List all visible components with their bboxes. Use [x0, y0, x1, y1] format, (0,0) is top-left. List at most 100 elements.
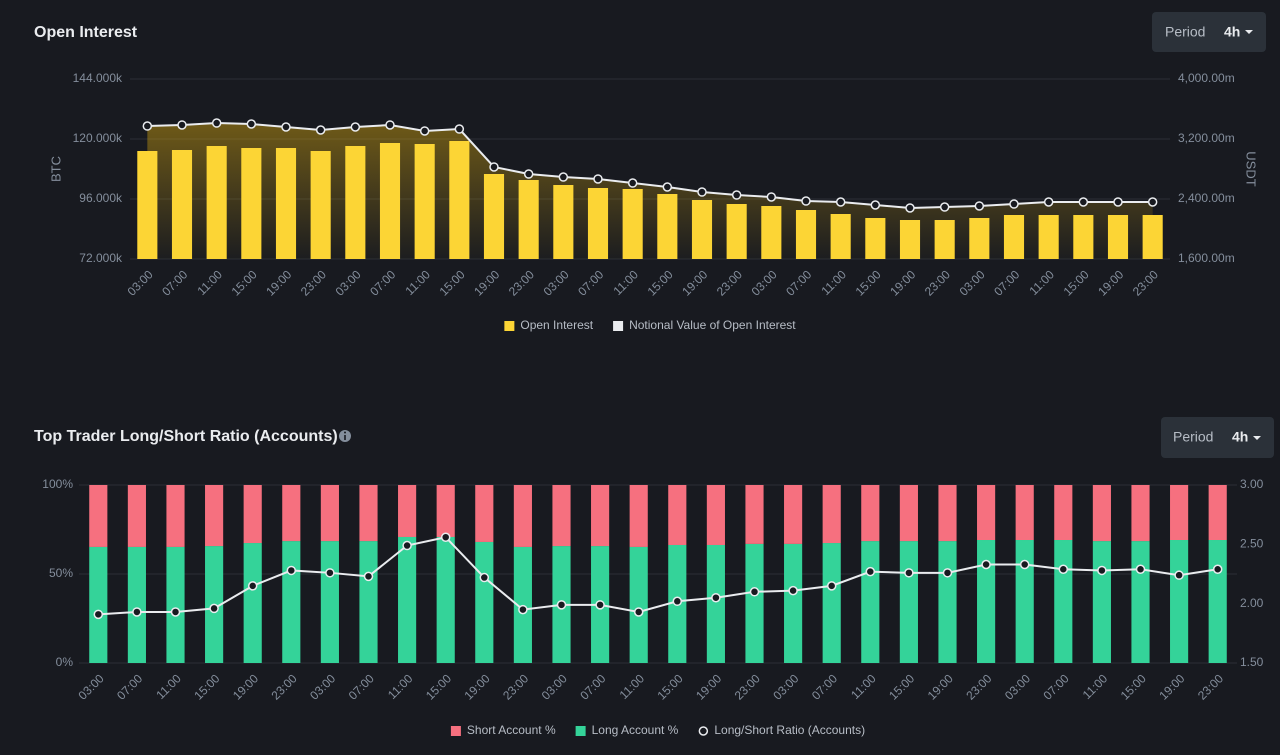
bar	[691, 200, 713, 259]
line-point	[627, 178, 638, 188]
legend-marker	[613, 321, 624, 331]
bar	[938, 541, 957, 663]
bar	[282, 541, 301, 663]
legend-marker	[698, 726, 709, 736]
bar	[359, 541, 378, 663]
x-tick-label: 03:00	[541, 267, 572, 298]
y2-tick-label: 3,200.00m	[1178, 131, 1235, 145]
legend-marker	[504, 321, 515, 331]
bar	[726, 204, 747, 259]
y2-axis-label: USDT	[1244, 151, 1259, 186]
period-value[interactable]: 4h	[1232, 429, 1248, 445]
bar	[822, 543, 841, 663]
y-tick-label: 120.000k	[73, 131, 123, 145]
line-point	[170, 607, 181, 617]
bar	[822, 485, 841, 544]
bar	[127, 485, 146, 547]
line-point	[1058, 564, 1069, 575]
x-tick-label: 03:00	[333, 267, 364, 298]
bar	[629, 485, 648, 547]
x-tick-label: 11:00	[195, 267, 226, 298]
dropdown-caret	[1253, 436, 1261, 440]
line-point	[350, 122, 361, 132]
line-point	[1113, 197, 1123, 207]
line-point	[672, 596, 683, 607]
bar	[436, 536, 455, 663]
x-tick-label: 23:00	[500, 671, 531, 702]
bar	[1073, 215, 1094, 259]
x-tick-label: 07:00	[991, 267, 1022, 298]
y-tick-label: 96.000k	[79, 191, 123, 205]
info-icon[interactable]	[339, 430, 351, 442]
bar	[241, 148, 262, 259]
line-point	[558, 172, 569, 182]
x-tick-label: 19:00	[462, 671, 493, 702]
bar	[861, 541, 880, 663]
bar	[784, 485, 803, 544]
x-tick-label: 07:00	[577, 671, 608, 702]
bar	[795, 210, 817, 259]
x-tick-label: 07:00	[367, 267, 398, 298]
period-selector[interactable]	[1152, 12, 1266, 52]
line-area	[147, 123, 1153, 260]
line-point	[440, 532, 451, 542]
line-point	[286, 565, 297, 576]
bar	[398, 536, 417, 663]
line-point	[1009, 199, 1019, 209]
x-tick-label: 15:00	[1118, 671, 1149, 702]
bar	[1038, 215, 1059, 259]
bar	[1208, 540, 1227, 663]
line-point	[177, 120, 187, 130]
x-tick-label: 23:00	[298, 267, 329, 298]
line-point	[454, 124, 465, 134]
x-tick-label: 11:00	[617, 671, 648, 702]
line-point	[593, 174, 603, 184]
x-tick-label: 19:00	[1156, 671, 1187, 702]
line-point	[132, 607, 142, 617]
line-point	[419, 126, 430, 136]
bar	[1131, 485, 1150, 542]
line-point	[211, 118, 222, 128]
bar	[1054, 540, 1073, 663]
bar	[706, 485, 725, 545]
line-point	[402, 540, 412, 551]
line-point	[363, 571, 374, 582]
period-value[interactable]: 4h	[1224, 24, 1240, 40]
bar	[706, 544, 725, 663]
bar	[89, 485, 108, 547]
x-tick-label: 07:00	[783, 267, 814, 298]
bar	[483, 174, 505, 259]
line-point	[246, 119, 257, 129]
x-tick-label: 03:00	[1002, 671, 1033, 702]
line-point	[1147, 197, 1158, 207]
x-tick-label: 03:00	[957, 267, 988, 298]
x-tick-label: 11:00	[819, 267, 850, 298]
bar	[449, 141, 470, 259]
bar	[359, 485, 378, 542]
bar	[629, 546, 648, 663]
line-point	[1174, 570, 1184, 580]
x-tick-label: 23:00	[714, 267, 745, 298]
bar	[745, 485, 764, 544]
x-tick-label: 07:00	[809, 671, 840, 702]
y2-tick-label: 1.50	[1240, 655, 1264, 669]
bar	[513, 485, 532, 547]
bar	[1015, 485, 1034, 541]
bar	[622, 189, 643, 259]
bar	[320, 485, 339, 542]
x-tick-label: 19:00	[679, 267, 710, 298]
x-tick-label: 15:00	[1061, 267, 1092, 298]
x-tick-label: 11:00	[153, 671, 184, 702]
bar	[436, 485, 455, 537]
period-selector[interactable]	[1161, 417, 1274, 458]
bar	[977, 485, 996, 541]
line-point	[731, 190, 742, 200]
line-point	[315, 125, 326, 135]
legend-label: Open Interest	[520, 318, 593, 332]
x-tick-label: 03:00	[76, 671, 107, 702]
bar	[761, 206, 782, 259]
line-point	[518, 604, 528, 615]
bar	[205, 485, 224, 547]
bar	[553, 185, 574, 259]
